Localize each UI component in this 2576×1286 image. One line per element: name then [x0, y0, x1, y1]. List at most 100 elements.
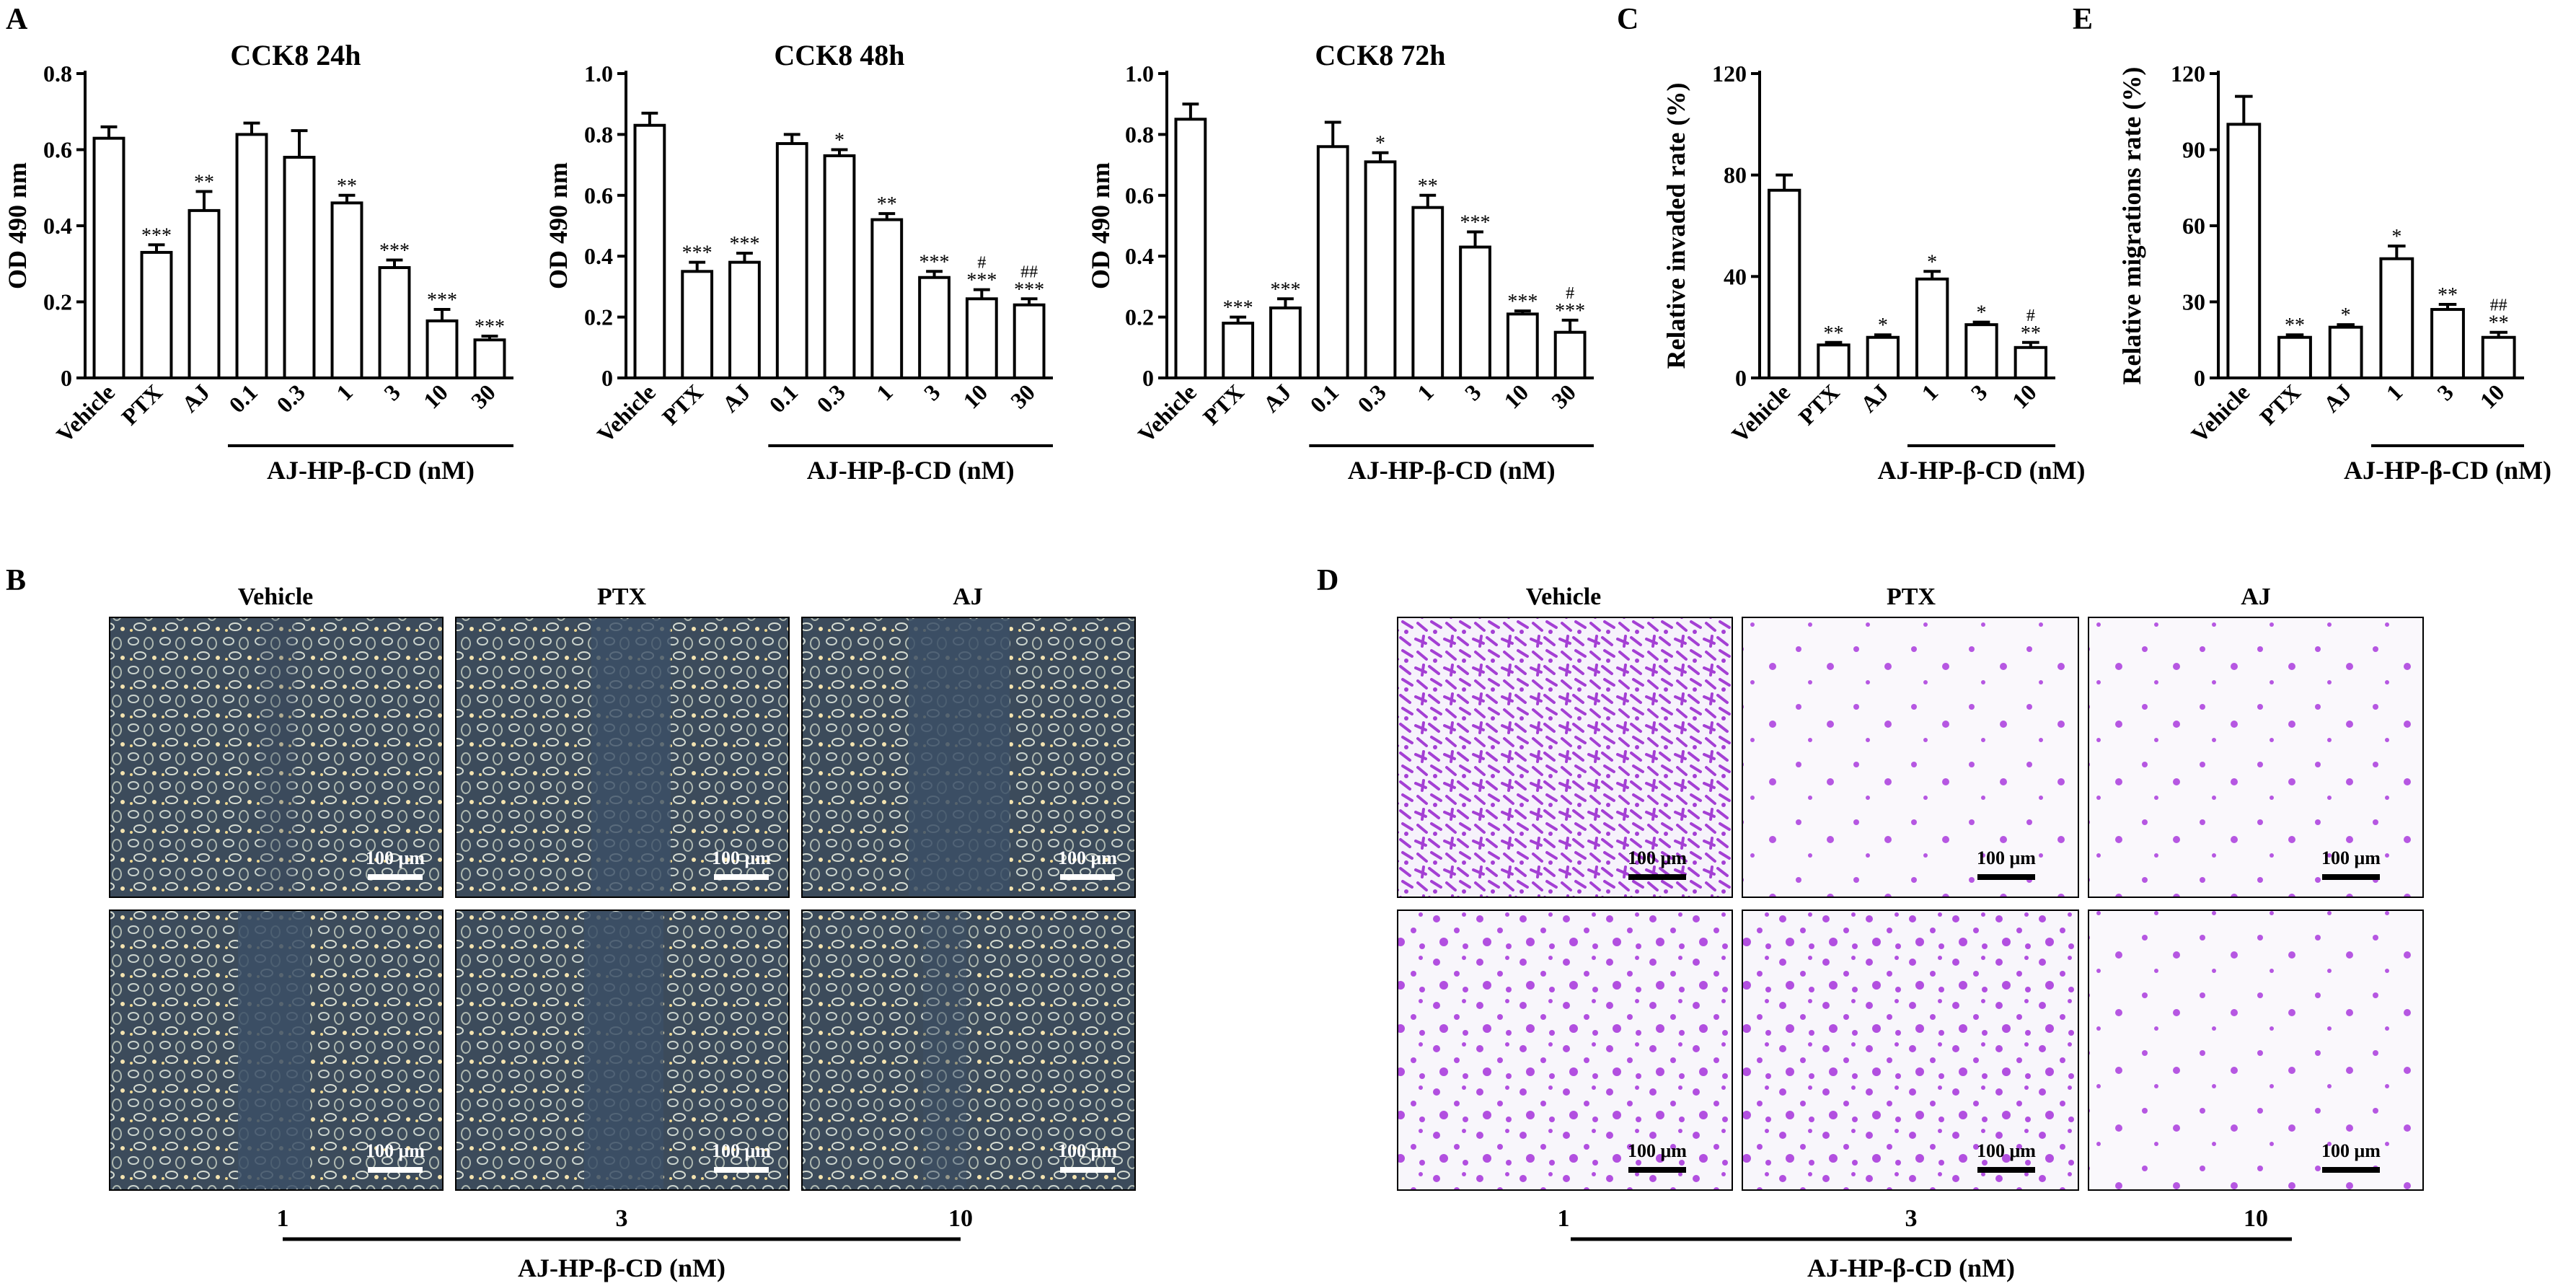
x-tick-label: 3: [1966, 379, 1993, 405]
significance-mark: ***: [919, 251, 950, 273]
x-tick-label: PTX: [1198, 379, 1249, 430]
bar: [235, 133, 268, 379]
y-tick-label: 0: [1142, 365, 1154, 391]
panel-label-b: B: [6, 564, 26, 597]
panel-d-dose-3: 3: [1905, 1205, 1918, 1232]
scale-bar-label: 100 μm: [1977, 847, 2036, 868]
y-axis-label: Relative invaded rate (%): [1662, 83, 1690, 369]
bar: [2430, 308, 2465, 379]
significance-mark: ***: [141, 224, 172, 247]
bar: [283, 156, 316, 380]
micrograph-d-vehicle: 100 μm: [1397, 617, 1733, 898]
x-tick-label: 30: [1005, 379, 1040, 413]
x-tick-label: PTX: [2254, 379, 2306, 430]
panel-label-a: A: [6, 3, 28, 36]
micrograph-b-3nm: 100 μm: [455, 910, 790, 1191]
panel-d-header-aj: AJ: [2241, 583, 2271, 610]
group-label: AJ-HP-β-CD (nM): [267, 456, 475, 485]
x-tick-label: 1: [1916, 379, 1943, 405]
significance-mark: **: [1418, 175, 1438, 198]
significance-mark: ***: [1014, 278, 1044, 301]
bar: [188, 208, 221, 379]
y-tick-label: 0.6: [584, 182, 613, 208]
significance-mark: *: [2391, 226, 2401, 248]
x-tick-label: 10: [418, 379, 453, 413]
significance-mark: *: [1977, 302, 1987, 325]
bar: [2328, 325, 2363, 379]
significance-mark: *: [1375, 133, 1385, 155]
bar: [2226, 123, 2262, 379]
panel-b-header-aj: AJ: [953, 583, 983, 610]
x-tick-label: 1: [2381, 379, 2408, 405]
group-label: AJ-HP-β-CD (nM): [2344, 456, 2551, 485]
y-tick-label: 0.2: [1125, 304, 1154, 330]
significance-mark: ***: [379, 239, 410, 262]
x-tick-label: 10: [958, 379, 992, 413]
y-axis-label: OD 490 nm: [3, 162, 32, 289]
bar: [378, 266, 411, 379]
x-tick-label: PTX: [657, 379, 708, 430]
significance-mark: **: [2285, 314, 2305, 337]
significance-mark: ***: [1507, 291, 1538, 313]
bar: [1459, 245, 1491, 380]
bar: [2013, 345, 2048, 379]
panel-b-header-vehicle: Vehicle: [238, 583, 314, 610]
significance-mark-hash: #: [977, 254, 986, 273]
significance-mark: **: [2438, 284, 2458, 307]
significance-mark: *: [2341, 304, 2351, 327]
panel-b-header-ptx: PTX: [597, 583, 646, 610]
y-tick-label: 0: [2194, 365, 2205, 391]
significance-mark-hash: ##: [1020, 263, 1038, 281]
significance-mark: *: [1927, 251, 1937, 273]
group-label: AJ-HP-β-CD (nM): [1348, 456, 1556, 485]
y-axis-label: OD 490 nm: [544, 162, 573, 289]
panel-d-dose-1: 1: [1558, 1205, 1570, 1232]
x-tick-label: AJ: [177, 379, 215, 417]
significance-mark: **: [2489, 312, 2509, 335]
chart-title: CCK8 24h: [230, 39, 361, 71]
panel-d-header-ptx: PTX: [1887, 583, 1936, 610]
scale-bar-label: 100 μm: [366, 1140, 425, 1161]
x-tick-label: 10: [1499, 379, 1533, 413]
significance-mark: **: [2021, 322, 2041, 345]
chart-title: CCK8 48h: [774, 39, 904, 71]
micrograph-b-ptx: 100 μm: [455, 617, 790, 898]
y-axis-label: Relative migrations rate (%): [2117, 67, 2146, 385]
bar: [1866, 335, 1900, 380]
significance-mark: ***: [427, 289, 457, 312]
micrograph-b-10nm: 100 μm: [801, 910, 1136, 1191]
panel-label-c: C: [1617, 3, 1638, 36]
scale-bar-label: 100 μm: [1058, 1140, 1117, 1161]
y-tick-label: 120: [2171, 61, 2205, 87]
y-tick-label: 0.4: [43, 213, 72, 239]
chart-title: CCK8 72h: [1315, 39, 1445, 71]
y-tick-label: 40: [1724, 263, 1747, 289]
group-label: AJ-HP-β-CD (nM): [1878, 456, 2086, 485]
x-tick-label: 3: [2432, 379, 2458, 405]
bar: [1817, 343, 1851, 379]
panel-b-dose-1: 1: [277, 1205, 289, 1232]
bar: [1364, 160, 1397, 379]
significance-mark: **: [877, 193, 897, 216]
y-tick-label: 120: [1712, 61, 1747, 87]
x-tick-label: 3: [919, 379, 945, 405]
x-tick-label: 1: [331, 379, 358, 405]
panel-d-dose-10: 10: [2244, 1205, 2268, 1232]
significance-mark-hash: #: [2026, 307, 2035, 325]
y-tick-label: 0.6: [43, 137, 72, 163]
x-tick-label: PTX: [116, 379, 167, 430]
bar: [1316, 145, 1349, 379]
x-tick-label: 10: [2475, 379, 2510, 413]
bar: [473, 338, 506, 379]
y-tick-label: 0.8: [43, 61, 72, 87]
y-tick-label: 0.4: [584, 243, 613, 269]
significance-mark: **: [1824, 322, 1844, 345]
bar: [1915, 277, 1949, 379]
micrograph-b-vehicle: 100 μm: [109, 617, 444, 898]
scale-bar-label: 100 μm: [712, 1140, 771, 1161]
x-tick-label: 10: [2007, 379, 2042, 413]
x-tick-label: 3: [379, 379, 405, 405]
x-tick-label: 30: [1546, 379, 1581, 413]
